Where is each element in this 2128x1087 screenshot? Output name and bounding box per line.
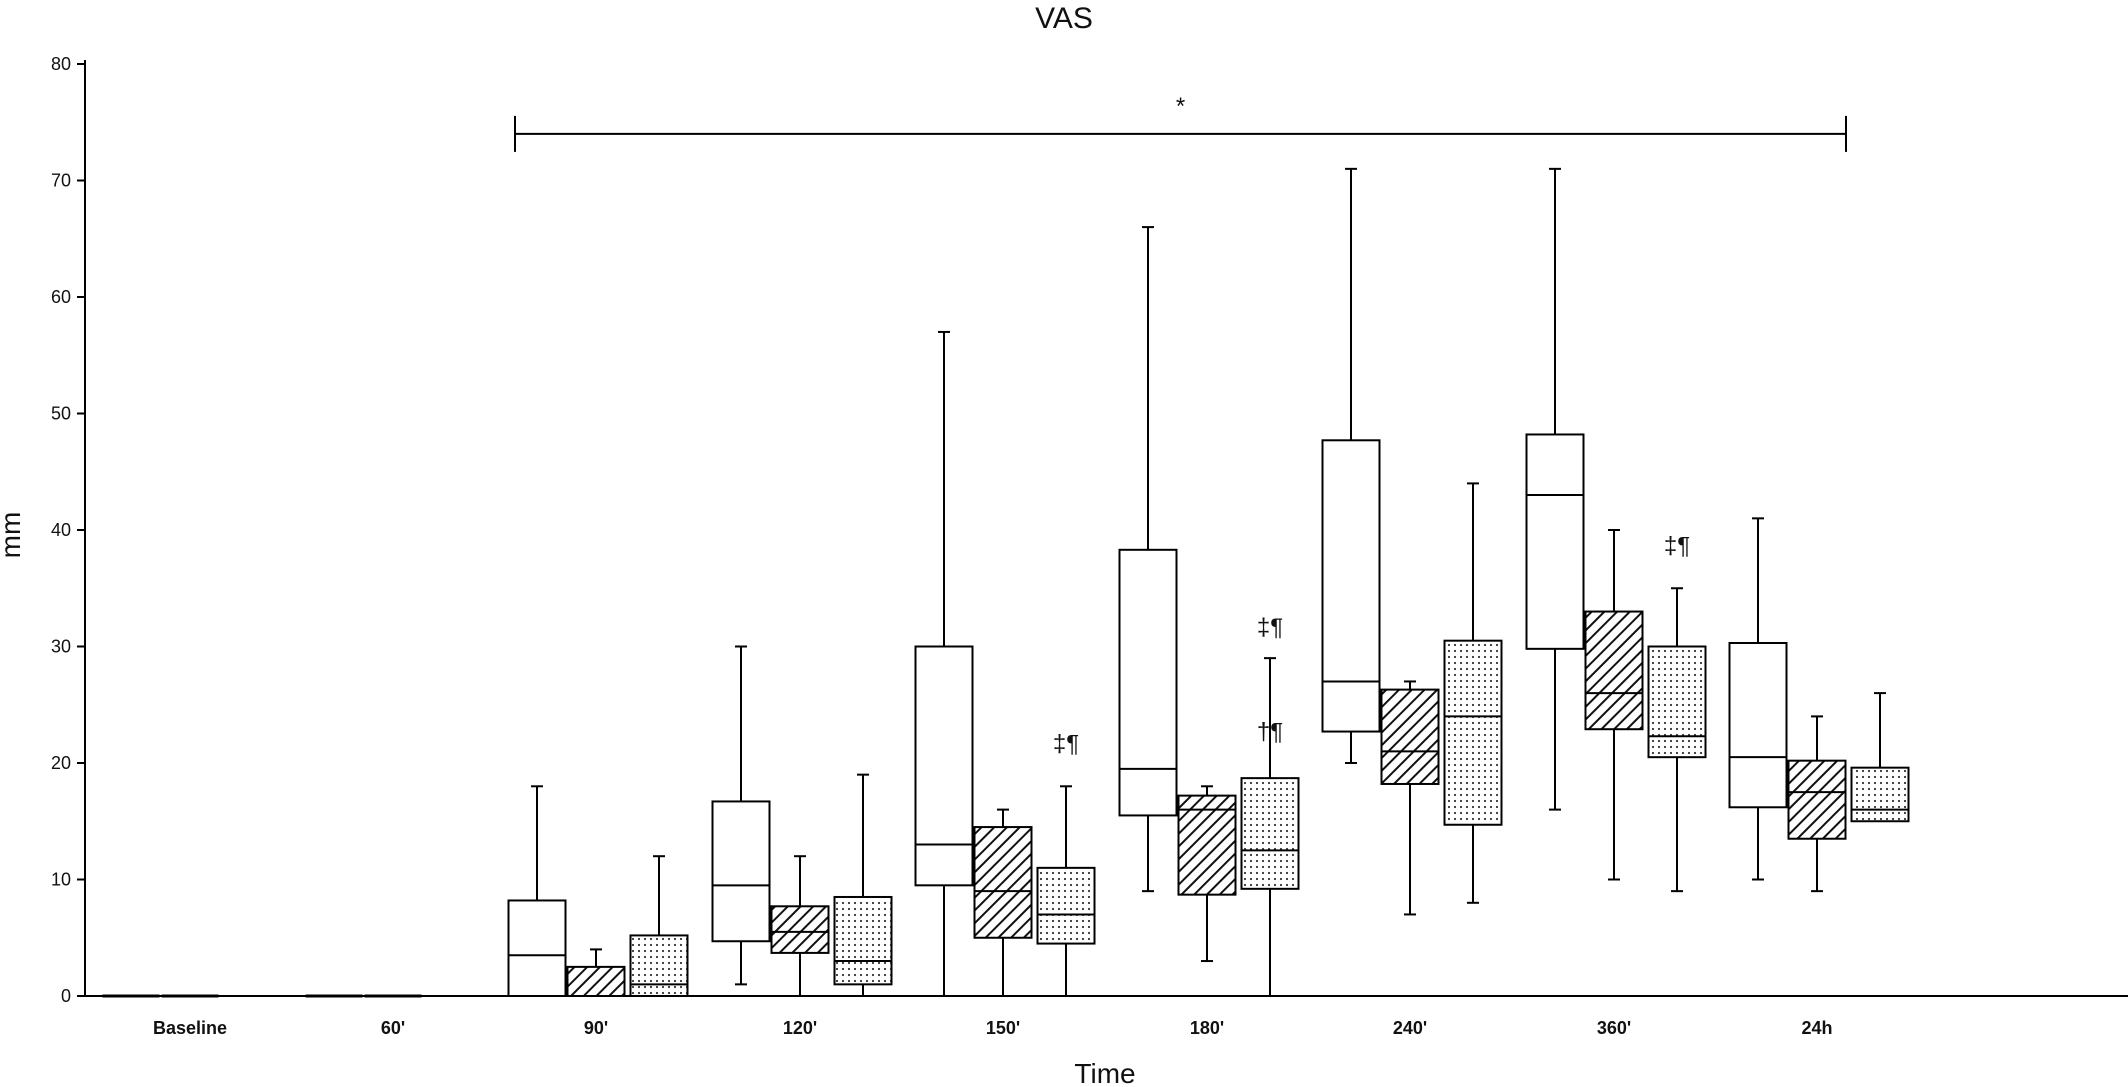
box-iqr — [566, 965, 626, 997]
box-plot — [1525, 167, 1585, 811]
significance-annotation: ‡¶ — [1664, 532, 1690, 559]
significance-annotation: ‡¶ — [1257, 614, 1283, 641]
x-category-label: Baseline — [153, 1018, 227, 1038]
box-iqr — [1380, 688, 1440, 785]
y-tick-label: 60 — [51, 287, 71, 307]
x-category-label: 180' — [1190, 1018, 1224, 1038]
y-tick-label: 40 — [51, 520, 71, 540]
box-iqr — [1525, 433, 1585, 650]
significance-annotation: ‡¶ — [1053, 730, 1079, 757]
box-iqr — [629, 934, 689, 997]
box-iqr — [1036, 866, 1096, 945]
significance-annotation: †¶ — [1257, 719, 1283, 746]
box-iqr — [1584, 610, 1644, 731]
box-plot — [1647, 587, 1707, 893]
box-iqr — [1240, 777, 1300, 890]
box-plot — [566, 948, 626, 997]
box-iqr — [1118, 548, 1178, 817]
y-tick-label: 80 — [51, 54, 71, 74]
significance-bar: * — [514, 93, 1847, 152]
x-category-label: 150' — [986, 1018, 1020, 1038]
x-category-label: 90' — [584, 1018, 608, 1038]
box-plots — [102, 167, 1910, 998]
x-category-label: 240' — [1393, 1018, 1427, 1038]
y-tick-label: 70 — [51, 171, 71, 191]
annotations: ‡¶ †¶ ‡¶ ‡¶ — [1053, 532, 1690, 757]
box-plot — [1787, 715, 1847, 893]
box-plot — [973, 808, 1033, 996]
box-plot — [1118, 226, 1178, 893]
significance-label: * — [1176, 93, 1185, 120]
box-iqr — [973, 826, 1033, 939]
y-axis-title: mm — [0, 512, 26, 559]
box-plot — [1728, 517, 1788, 881]
box-iqr — [1728, 642, 1788, 809]
box-plot — [1321, 167, 1381, 764]
box-plot — [1240, 657, 1300, 996]
x-category-label: 24h — [1801, 1018, 1832, 1038]
box-plot — [629, 855, 689, 997]
y-tick-label: 30 — [51, 637, 71, 657]
y-ticks: 0 10 20 30 40 50 60 70 80 — [51, 54, 85, 1006]
x-category-label: 60' — [381, 1018, 405, 1038]
box-iqr — [770, 905, 830, 954]
box-plot — [1177, 785, 1237, 963]
box-plot — [1850, 692, 1910, 823]
box-iqr — [914, 645, 974, 887]
y-tick-label: 10 — [51, 870, 71, 890]
x-category-labels: Baseline 60' 90' 120' 150' 180' 240' 360' 24h — [153, 1018, 1833, 1038]
box-plot — [1443, 482, 1503, 904]
box-iqr — [507, 899, 567, 997]
y-tick-label: 0 — [61, 986, 71, 1006]
x-category-label: 360' — [1597, 1018, 1631, 1038]
box-iqr — [1850, 766, 1910, 823]
box-iqr — [1647, 645, 1707, 759]
box-iqr — [1321, 439, 1381, 733]
box-iqr — [1443, 639, 1503, 826]
box-plot — [1380, 680, 1440, 916]
chart-title: VAS — [1035, 2, 1093, 35]
box-plot — [507, 785, 567, 997]
box-iqr — [1177, 794, 1237, 896]
x-axis-title: Time — [1074, 1058, 1135, 1087]
box-iqr — [711, 800, 771, 943]
box-plot — [1036, 785, 1096, 996]
box-plot — [711, 645, 771, 986]
box-iqr — [833, 895, 893, 986]
box-iqr — [1787, 759, 1847, 840]
box-plot — [914, 330, 974, 996]
box-plot — [1584, 529, 1644, 881]
box-plot — [833, 773, 893, 996]
y-tick-label: 50 — [51, 404, 71, 424]
box-plot — [770, 855, 830, 996]
x-category-label: 120' — [783, 1018, 817, 1038]
y-tick-label: 20 — [51, 753, 71, 773]
